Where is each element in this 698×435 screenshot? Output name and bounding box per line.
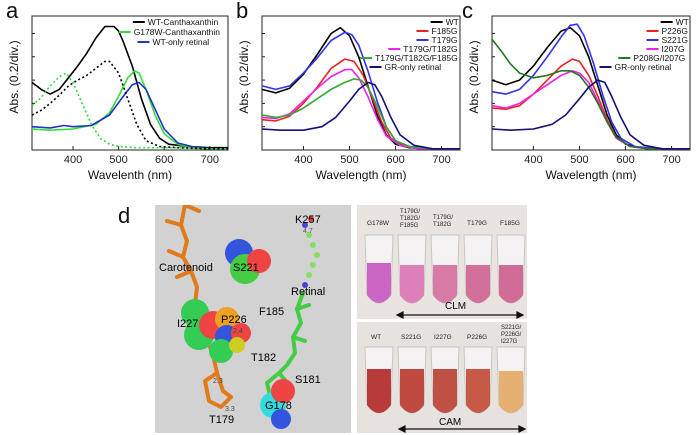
x-tick-label: 600 <box>616 154 634 166</box>
series-line <box>491 79 690 150</box>
x-tick-label: 400 <box>524 154 542 166</box>
y-axis-label: Abs. (0.2/div.) <box>237 40 251 113</box>
x-tick-label: 700 <box>201 154 219 166</box>
series-line <box>261 68 460 150</box>
legend-entry: T179G <box>432 35 458 45</box>
x-tick-label: 500 <box>570 154 588 166</box>
tube-label: P226G <box>467 334 487 341</box>
legend-entry: P226G <box>662 26 688 36</box>
tube-label: T179G/T182G/F185G <box>400 209 420 229</box>
legend-entry: WT <box>676 17 689 27</box>
y-axis-label: Abs. (0.2/div.) <box>7 40 21 113</box>
legend-entry: WT-Canthaxanthin <box>148 17 219 27</box>
x-tick-label: 700 <box>662 154 680 166</box>
legend-entry: F185G <box>432 26 458 36</box>
x-axis-label: Wavelength (nm) <box>316 168 407 182</box>
tube-label: F185G <box>500 220 520 227</box>
legend-entry: T179G/T182G <box>403 44 457 54</box>
tube-label: T179G/T182G <box>433 215 453 228</box>
distance-label: 2.4 <box>233 328 243 335</box>
condition-arrow-clm <box>395 311 525 319</box>
y-axis-label: Abs. (0.2/div.) <box>467 40 481 113</box>
tubes-top <box>364 234 526 304</box>
series-line <box>261 78 460 150</box>
x-axis-label: Wavelenth (nm) <box>88 168 172 182</box>
chart-c-absorbance-spectra: 400 500 600 700 Wavelength (nm) Abs. (0.2/div… <box>467 15 691 182</box>
legend-entry: I207G <box>662 44 685 54</box>
tube-label: S221G/P226G/I227G <box>501 325 522 345</box>
legend-entry: WT-only retinal <box>153 37 210 47</box>
series-line <box>261 81 460 150</box>
series-line <box>491 58 690 150</box>
series-line <box>31 81 228 150</box>
x-axis-label: Wavelength (nm) <box>546 168 637 182</box>
label-f185: F185 <box>259 306 284 318</box>
panel-letter-c: c <box>462 0 473 23</box>
panel-letter-b: b <box>236 0 249 23</box>
x-tick-label: 400 <box>294 154 312 166</box>
condition-arrow-cam <box>397 425 527 433</box>
condition-label-cam: CAM <box>439 417 461 428</box>
legend-entry: P208G/I207G <box>633 53 685 63</box>
series-line <box>31 72 228 150</box>
x-tick-label: 400 <box>64 154 82 166</box>
label-p226: P226 <box>221 314 247 326</box>
tube-label: WT <box>371 334 381 341</box>
legend-entry: GR-only retinal <box>385 62 442 72</box>
series-line <box>261 58 460 150</box>
distance-label: 2.3 <box>213 378 223 385</box>
label-retinal: Retinal <box>291 286 325 298</box>
lysine-k257-chain <box>302 216 320 288</box>
legend-entry: GR-only retinal <box>615 62 672 72</box>
series-line <box>491 23 690 150</box>
x-tick-label: 600 <box>155 154 173 166</box>
series-line <box>31 25 228 149</box>
legend-entry: T179G/T182G/F185G <box>375 53 458 63</box>
label-g178: G178 <box>265 400 292 412</box>
condition-label-clm: CLM <box>445 301 466 312</box>
x-tick-label: 700 <box>432 154 450 166</box>
plot-frame <box>261 15 461 151</box>
tube-label: S221G <box>401 334 421 341</box>
panel-letter-d: d <box>118 203 131 228</box>
label-carotenoid: Carotenoid <box>159 262 213 274</box>
panel-d-figure: K257 S221 Carotenoid Retinal F185 P226 I… <box>155 205 527 433</box>
label-k257: K257 <box>295 214 321 226</box>
label-i227: I227 <box>177 318 198 330</box>
distance-label: 3.3 <box>225 406 235 413</box>
panel-letter-a: a <box>6 0 19 23</box>
label-t179: T179 <box>209 414 234 426</box>
x-tick-label: 500 <box>340 154 358 166</box>
legend-entry: G178W-Canthaxanthin <box>134 27 221 37</box>
label-s221: S221 <box>233 262 259 274</box>
label-t182: T182 <box>251 352 276 364</box>
distance-label: 4.7 <box>303 228 313 235</box>
plot-frame <box>491 15 691 151</box>
chart-a-absorbance-spectra: 400 500 600 700 Wavelenth (nm) Abs. (0.2/div.… <box>7 15 229 182</box>
label-s181: S181 <box>295 374 321 386</box>
legend-entry: S221G <box>662 35 688 45</box>
series-line <box>31 70 228 150</box>
tube-label: I227G <box>434 334 452 341</box>
tubes-bottom <box>364 346 526 414</box>
chart-b-absorbance-spectra: 400 500 600 700 Wavelength (nm) Abs. (0.2/div… <box>237 15 461 182</box>
series-line <box>491 38 690 150</box>
legend-entry: WT <box>446 17 459 27</box>
tube-label: T179G <box>467 220 487 227</box>
tube-label: G178W <box>367 220 390 227</box>
residue-spheres <box>181 239 295 429</box>
x-tick-label: 600 <box>386 154 404 166</box>
series-line <box>31 60 228 150</box>
x-tick-label: 500 <box>109 154 127 166</box>
